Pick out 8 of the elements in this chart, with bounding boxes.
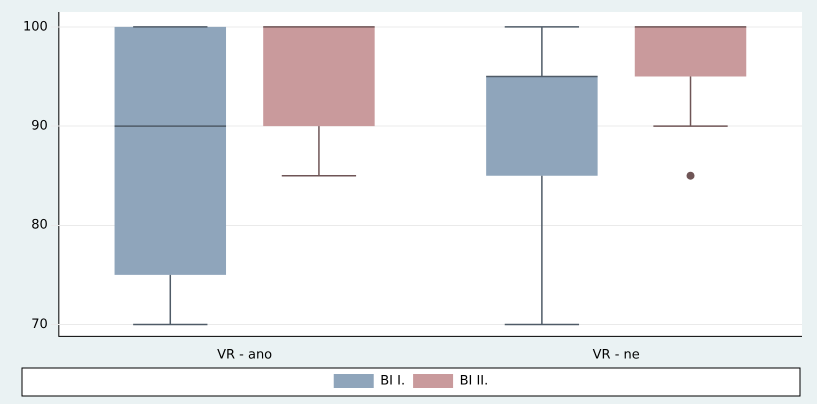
y-tick-label: 80 <box>31 218 48 233</box>
y-tick-label: 70 <box>31 316 48 332</box>
legend-label: BI II. <box>460 373 488 388</box>
y-tick-label: 100 <box>22 19 48 34</box>
y-tick-label: 90 <box>31 118 48 134</box>
legend-label: BI I. <box>380 373 406 388</box>
x-tick-label: VR - ano <box>217 348 272 363</box>
x-tick-label: VR - ne <box>592 348 640 363</box>
